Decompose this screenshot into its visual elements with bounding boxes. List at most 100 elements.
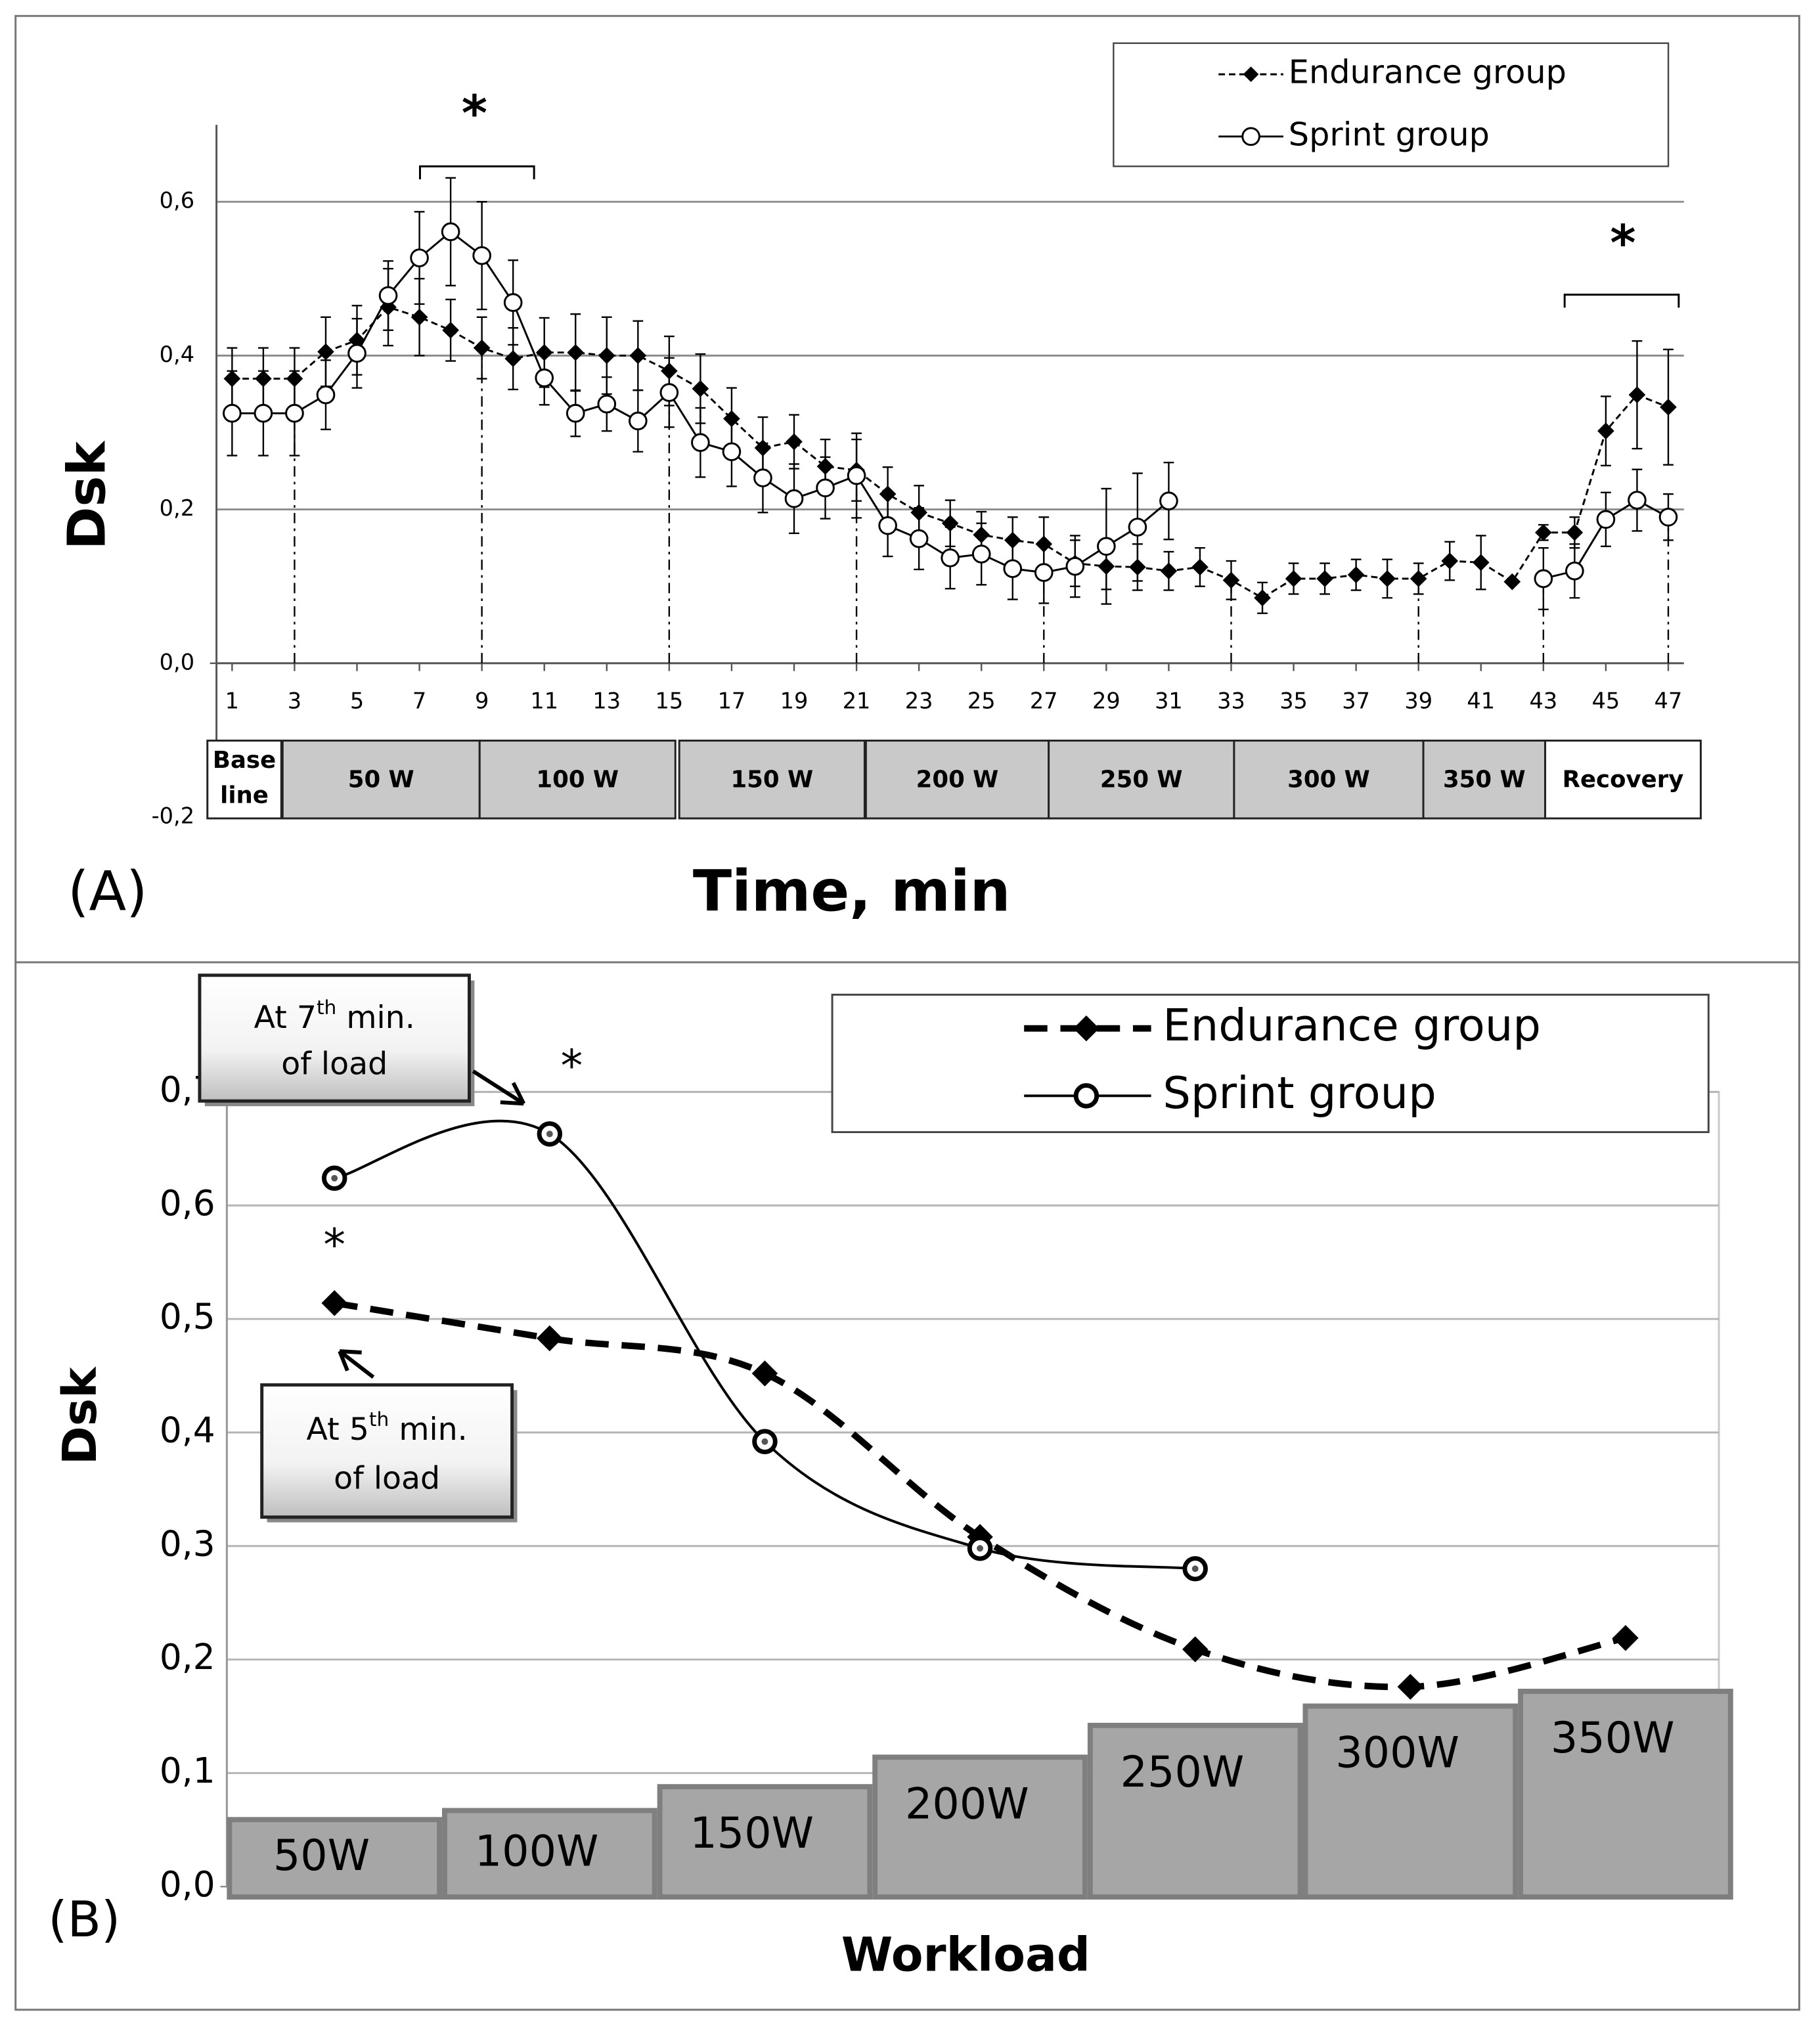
point [1597,422,1614,439]
stage-label: Base [213,747,276,774]
x-tick-label: 3 [288,688,301,713]
callout-text-part: At 5 [307,1412,369,1448]
point [285,403,304,423]
point [909,529,929,548]
callout-text-part: min. [336,1000,414,1036]
point [1658,507,1678,527]
stage-label: line [220,782,269,809]
point [317,343,334,361]
callout-text: of load [334,1460,440,1496]
legend-box [831,993,1710,1134]
point [1034,563,1054,582]
point-center [331,1174,338,1182]
legend-label: Endurance group [1289,53,1566,91]
stage-box [1233,740,1425,820]
y-tick-label: 0,2 [160,1637,215,1678]
workload-label: 200W [905,1779,1029,1829]
callout-arrow [338,1349,375,1379]
significance-bracket [1563,294,1680,308]
point [753,468,772,487]
workload-bar [227,1817,443,1900]
y-axis-label: Dsk [57,441,118,550]
point [1628,491,1647,510]
point [971,545,991,564]
callout-text-part: min. [389,1412,467,1448]
point [1503,573,1521,590]
stage-label: 250 W [1100,767,1183,793]
stage-box [1422,740,1547,820]
workload-label: 300W [1335,1729,1459,1778]
workload-bar [1087,1722,1303,1900]
x-axis-label: Time, min [693,858,1011,924]
callout-box [198,973,471,1103]
point [566,403,585,423]
legend-box [1113,42,1670,167]
x-tick-label: 41 [1467,688,1495,713]
significance-mark: * [462,85,487,143]
point-center [977,1545,984,1552]
y-tick-label: 0,6 [160,1183,215,1224]
point [535,368,554,388]
y-tick-label: 0,1 [160,1750,215,1791]
callout-text-part: At 7 [254,1000,317,1036]
legend-marker [1241,127,1260,146]
x-tick-label: 7 [412,688,426,713]
point-center [761,1438,768,1445]
stage-box [1544,740,1702,820]
y-tick-label: 0,5 [160,1297,215,1337]
stage-label: 150 W [730,767,813,793]
stage-label: 50 W [348,767,414,793]
x-tick-label: 29 [1092,688,1121,713]
x-tick-label: 23 [905,688,933,713]
significance-mark: * [561,1040,583,1091]
y-tick-label: -0,2 [152,803,194,828]
workload-label: 250W [1121,1748,1245,1797]
point [504,350,522,367]
callout-arrow [472,1069,526,1106]
callout-superscript: th [317,996,336,1018]
workload-bar [1302,1703,1519,1900]
point [567,344,585,361]
workload-label: 350W [1551,1714,1675,1763]
y-tick-label: 0,4 [160,342,194,367]
x-tick-label: 31 [1155,688,1183,713]
stage-box [678,740,866,820]
point [598,347,615,365]
y-tick-label: 0,4 [160,1410,215,1451]
legend-marker [1073,1083,1099,1109]
point [786,433,803,451]
point [1003,559,1023,579]
stage-label: 200 W [916,767,999,793]
x-tick-label: 43 [1530,688,1558,713]
point [347,344,366,363]
point [1285,570,1302,587]
stage-label: 350 W [1443,767,1526,793]
workload-bar [1518,1689,1733,1900]
point [410,248,429,267]
significance-bracket [418,165,535,179]
callout-text: At 5th min. [307,1408,468,1447]
stage-box [478,740,677,820]
point [1347,566,1365,583]
point [503,293,523,312]
point [223,403,242,423]
legend-marker [1243,66,1259,82]
point [1596,510,1616,529]
point [1660,399,1677,416]
workload-label: 150W [690,1809,814,1858]
x-tick-label: 19 [780,688,809,713]
x-tick-label: 11 [530,688,558,713]
x-tick-label: 39 [1404,688,1432,713]
point [692,380,709,397]
point [473,339,491,357]
workload-bar [442,1808,657,1900]
point [1409,570,1427,587]
x-tick-label: 33 [1217,688,1245,713]
x-tick-label: 45 [1592,688,1620,713]
y-tick-label: 0,0 [160,1864,215,1905]
x-tick-label: 13 [592,688,621,713]
legend-label: Endurance group [1163,1000,1541,1051]
x-tick-label: 5 [350,688,364,713]
point [784,489,804,508]
